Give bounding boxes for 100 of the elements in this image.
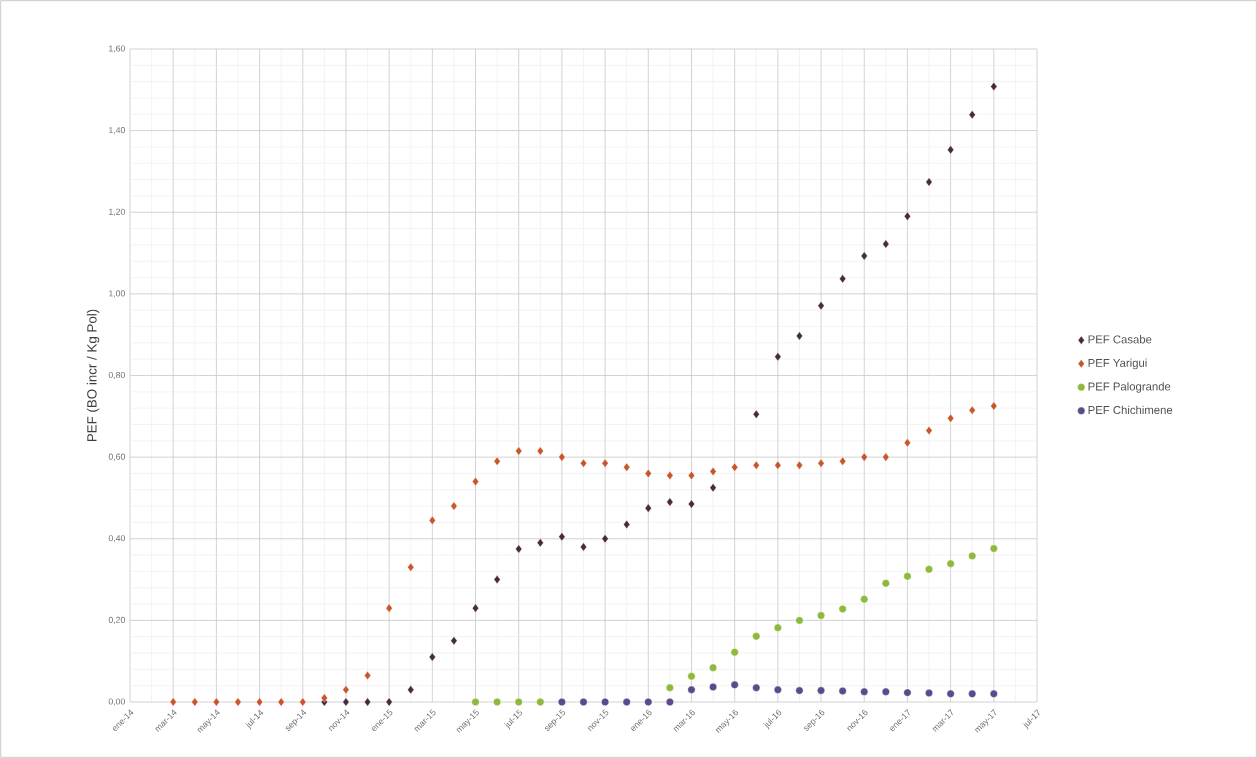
point bbox=[838, 605, 847, 613]
point bbox=[665, 698, 674, 706]
point bbox=[472, 603, 479, 613]
legend-label: PEF Palogrande bbox=[1088, 382, 1171, 393]
point bbox=[666, 471, 674, 480]
point bbox=[688, 471, 695, 480]
y-tick-label: 0,40 bbox=[108, 535, 125, 543]
point bbox=[968, 110, 976, 120]
legend-label: PEF Yarigui bbox=[1088, 358, 1147, 370]
point bbox=[773, 685, 782, 694]
y-tick-label: 1,00 bbox=[109, 290, 125, 298]
point bbox=[946, 559, 955, 568]
point bbox=[839, 274, 847, 284]
point bbox=[730, 680, 739, 689]
point bbox=[773, 623, 782, 632]
y-axis-title: PEF (BO incr / Kg Pol) bbox=[86, 309, 100, 442]
point bbox=[709, 483, 717, 493]
y-tick-label: 1,60 bbox=[109, 45, 125, 53]
point bbox=[860, 452, 868, 462]
point bbox=[860, 687, 869, 696]
point bbox=[882, 452, 890, 462]
point bbox=[947, 145, 955, 155]
point bbox=[752, 460, 760, 470]
legend-label: PEF Chichimene bbox=[1088, 405, 1173, 415]
point bbox=[493, 456, 501, 466]
point bbox=[472, 477, 479, 487]
point bbox=[925, 426, 933, 436]
point bbox=[342, 685, 350, 695]
point bbox=[903, 572, 912, 581]
point bbox=[903, 688, 912, 697]
point bbox=[471, 698, 480, 706]
point bbox=[687, 685, 696, 694]
point bbox=[385, 697, 393, 707]
point bbox=[428, 652, 436, 662]
point bbox=[364, 671, 371, 680]
y-tick-label: 0,00 bbox=[108, 698, 125, 706]
point bbox=[817, 301, 825, 311]
point bbox=[838, 687, 847, 695]
point bbox=[623, 520, 631, 529]
y-tick-label: 1,20 bbox=[109, 208, 125, 216]
point bbox=[428, 515, 436, 525]
point bbox=[665, 683, 674, 692]
point bbox=[774, 352, 782, 362]
point bbox=[968, 689, 977, 698]
point bbox=[169, 697, 177, 707]
point bbox=[968, 405, 976, 415]
point bbox=[752, 632, 761, 641]
point bbox=[234, 697, 242, 707]
y-tick-label: 1,40 bbox=[109, 127, 125, 135]
point bbox=[817, 611, 825, 620]
point bbox=[990, 401, 998, 411]
point bbox=[385, 603, 393, 613]
point bbox=[860, 251, 868, 261]
y-tick-label: 0,60 bbox=[108, 453, 125, 461]
point bbox=[774, 460, 782, 470]
point bbox=[212, 697, 220, 707]
point bbox=[795, 686, 804, 695]
point bbox=[493, 575, 501, 585]
point bbox=[277, 697, 285, 707]
point bbox=[752, 409, 760, 419]
point bbox=[796, 460, 803, 470]
point bbox=[536, 698, 545, 706]
point bbox=[515, 544, 523, 554]
point bbox=[450, 501, 458, 511]
point bbox=[536, 538, 544, 548]
point bbox=[493, 698, 502, 706]
point bbox=[644, 468, 652, 478]
point bbox=[731, 462, 739, 472]
point bbox=[580, 542, 587, 552]
point bbox=[601, 534, 609, 544]
point bbox=[623, 462, 631, 472]
legend-label: PEF Casabe bbox=[1088, 335, 1152, 344]
point bbox=[299, 697, 307, 707]
point bbox=[989, 689, 998, 698]
point bbox=[904, 211, 911, 221]
point bbox=[817, 686, 825, 695]
point bbox=[925, 565, 933, 574]
point bbox=[730, 648, 739, 657]
point bbox=[709, 466, 717, 476]
point bbox=[687, 672, 696, 681]
point bbox=[796, 331, 803, 341]
point bbox=[989, 544, 998, 553]
point bbox=[925, 689, 933, 697]
point bbox=[688, 499, 695, 509]
point bbox=[364, 697, 371, 707]
point bbox=[990, 82, 998, 92]
point bbox=[256, 697, 263, 707]
point bbox=[644, 503, 652, 513]
point bbox=[407, 562, 415, 572]
point bbox=[817, 458, 825, 468]
point bbox=[839, 456, 847, 466]
point bbox=[795, 616, 804, 625]
point bbox=[881, 687, 890, 696]
point bbox=[580, 458, 587, 468]
point bbox=[601, 458, 609, 468]
point bbox=[752, 683, 761, 692]
y-tick-label: 0,80 bbox=[108, 371, 125, 380]
point bbox=[925, 177, 933, 187]
point bbox=[882, 239, 890, 249]
point bbox=[342, 697, 350, 707]
